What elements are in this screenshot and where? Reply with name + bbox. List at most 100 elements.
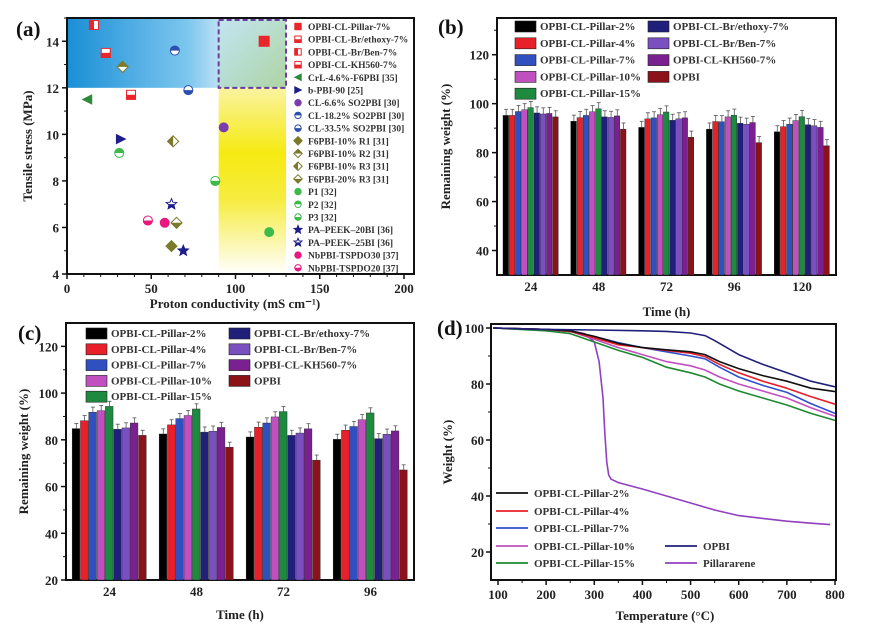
bar — [743, 124, 750, 276]
dashed-highlight-box — [217, 19, 288, 89]
legend-label: CL-6.6% SO2PBI [30] — [308, 99, 400, 109]
marker-half-fill — [294, 242, 302, 247]
series-line — [493, 327, 836, 393]
marker-half-fill — [183, 90, 194, 96]
legend-label: P2 [32] — [308, 201, 337, 211]
data-point — [166, 135, 180, 148]
bar — [675, 118, 682, 276]
x-axis-title: Time (h) — [643, 304, 691, 319]
marker-half-fill — [100, 52, 111, 58]
legend-label: OPBI-CL-Br/Ben-7% — [673, 38, 776, 50]
data-point — [170, 216, 183, 230]
bar — [88, 412, 97, 581]
legend-label: NbPBI-TSPDO30 [37] — [308, 252, 399, 262]
bar — [183, 415, 192, 581]
legend-label: OPBI — [673, 71, 700, 83]
bar — [521, 109, 528, 276]
series-line — [493, 327, 836, 388]
bar — [509, 115, 516, 276]
bar — [312, 459, 321, 581]
legend-label: OPBI-CL-Br/ethoxy-7% — [673, 21, 789, 33]
series-line — [493, 327, 836, 405]
marker-shape — [81, 94, 93, 105]
bar — [349, 426, 358, 581]
panel-label-c: (c) — [18, 321, 41, 345]
marker-half-fill — [88, 19, 94, 30]
panel-b-bar-chart: 40 60 80 100 120 24 48 72 96 120 Time (h) Remaining… — [438, 17, 837, 319]
bar — [341, 430, 350, 581]
legend-label: OPBI — [703, 541, 730, 553]
legend-label: OPBI-CL-Pillar-10% — [534, 541, 635, 553]
marker-half-fill — [293, 161, 298, 172]
legend-label: OPBI-CL-Pillar-7% — [308, 23, 391, 33]
marker-half-fill — [126, 94, 137, 100]
legend-marker — [293, 161, 303, 172]
bar — [502, 115, 509, 276]
y-tick-label: 6 — [53, 220, 60, 235]
marker-half-fill — [293, 148, 303, 154]
data-point — [116, 60, 129, 74]
bar — [681, 117, 688, 276]
bar — [245, 436, 255, 581]
plot-frame — [66, 17, 415, 275]
data-point — [165, 239, 178, 253]
legend-swatch — [647, 71, 670, 83]
legend-label: OPBI-CL-Pillar-10% — [540, 71, 641, 83]
bar — [798, 116, 805, 276]
bar — [749, 122, 756, 276]
bar — [817, 127, 824, 276]
bar — [546, 113, 553, 276]
bar — [792, 120, 799, 276]
data-point — [264, 227, 275, 238]
legend-label: OPBI-CL-KH560-7% — [308, 61, 397, 71]
y-tick-label: 80 — [45, 433, 58, 448]
y-tick-label: 100 — [39, 386, 59, 401]
marker-half-fill — [294, 48, 298, 56]
panel-label-b: (b) — [438, 15, 464, 39]
x-tick-label: 96 — [728, 279, 742, 294]
marker-shape — [264, 227, 275, 238]
y-axis-title: Remaining weight (%) — [16, 389, 31, 515]
x-tick-label: 500 — [681, 587, 701, 602]
marker-half-fill — [114, 147, 125, 153]
x-tick-label: 48 — [190, 584, 204, 599]
legend-label: OPBI-CL-KH560-7% — [673, 55, 776, 67]
marker-half-fill — [170, 222, 183, 230]
legend-label: OPBI — [254, 375, 281, 387]
bar — [399, 469, 408, 581]
bar — [130, 422, 139, 581]
marker-shape — [294, 85, 303, 95]
bar — [138, 435, 147, 581]
legend-label: OPBI-CL-Pillar-4% — [540, 38, 636, 50]
x-tick-label: 400 — [633, 587, 653, 602]
marker-shape — [165, 239, 178, 253]
data-point — [164, 197, 178, 210]
marker-half-fill — [294, 217, 302, 221]
legend-swatch — [514, 87, 537, 100]
legend-label: OPBI-CL-Br/ethoxy-7% — [254, 328, 370, 340]
plot-frame — [65, 322, 415, 581]
legend-marker — [294, 251, 302, 259]
y-tick-label: 80 — [471, 377, 484, 392]
x-tick-label: 150 — [310, 281, 330, 296]
bar — [374, 438, 383, 581]
y-tick-label: 4 — [53, 267, 60, 282]
legend-marker — [294, 124, 302, 132]
bar — [208, 430, 217, 581]
bar — [589, 111, 596, 276]
legend-marker — [294, 264, 302, 272]
marker-half-fill — [294, 64, 302, 69]
legend-marker — [292, 224, 304, 235]
marker-half-fill — [167, 204, 176, 210]
panel-label-a: (a) — [16, 17, 41, 41]
legend-label: OPBI-CL-Pillar-4% — [534, 506, 630, 518]
legend-marker — [294, 85, 303, 95]
y-tick-label: 14 — [46, 34, 60, 49]
marker-shape — [159, 217, 170, 228]
legend-marker — [294, 60, 302, 69]
x-tick-label: 700 — [777, 587, 797, 602]
series-line — [493, 327, 836, 415]
marker-half-fill — [294, 267, 302, 272]
y-tick-label: 120 — [470, 48, 490, 63]
y-tick-label: 20 — [471, 545, 484, 560]
